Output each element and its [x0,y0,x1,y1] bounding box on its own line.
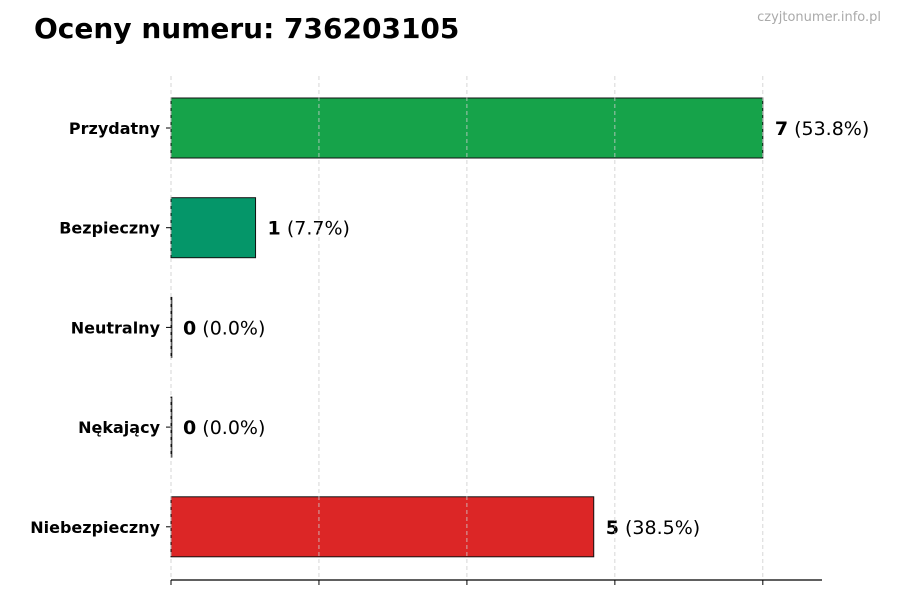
category-label: Neutralny [71,318,161,337]
value-label: 7 [775,118,788,140]
percent-label: (53.8%) [794,118,869,140]
chart-title: Oceny numeru: 736203105 [34,12,460,45]
data-label: 0 (0.0%) [183,417,265,439]
data-label: 7 (53.8%) [775,118,869,140]
category-label: Niebezpieczny [30,518,160,537]
category-label: Bezpieczny [59,219,160,238]
category-label: Przydatny [69,119,161,138]
data-label: 5 (38.5%) [606,517,700,539]
bar-4 [170,496,595,558]
value-label: 0 [183,317,196,339]
data-label: 0 (0.0%) [183,317,265,339]
value-label: 0 [183,417,196,439]
data-label: 1 (7.7%) [268,218,350,240]
bar-2 [170,296,173,358]
value-label: 1 [268,218,281,240]
percent-label: (7.7%) [287,218,350,240]
category-label: Nękający [78,418,160,437]
percent-label: (38.5%) [625,517,700,539]
bar-1 [170,197,257,259]
percent-label: (0.0%) [202,417,265,439]
percent-label: (0.0%) [202,317,265,339]
watermark: czyjtonumer.info.pl [757,10,881,25]
value-label: 5 [606,517,619,539]
